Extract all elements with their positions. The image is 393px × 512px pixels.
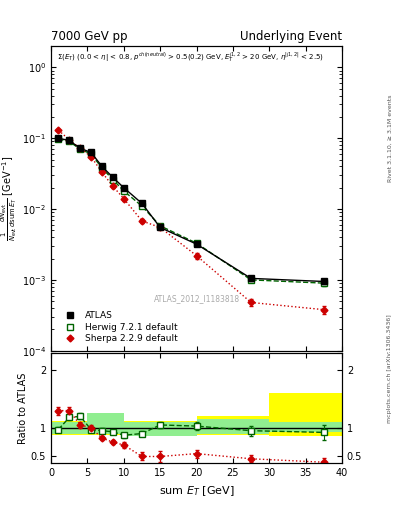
Text: Rivet 3.1.10, ≥ 3.1M events: Rivet 3.1.10, ≥ 3.1M events	[387, 95, 392, 182]
ATLAS	[100, 163, 105, 169]
Text: 7000 GeV pp: 7000 GeV pp	[51, 30, 128, 43]
Herwig 7.2.1 default	[121, 188, 126, 194]
Sherpa 2.2.9 default	[100, 169, 105, 176]
Sherpa 2.2.9 default	[110, 183, 115, 189]
Bar	[124, 422, 196, 436]
Herwig 7.2.1 default	[321, 280, 326, 286]
Text: Underlying Event: Underlying Event	[240, 30, 342, 43]
Sherpa 2.2.9 default	[321, 307, 326, 313]
Line: Herwig 7.2.1 default: Herwig 7.2.1 default	[55, 136, 327, 286]
Bar	[196, 419, 269, 434]
Sherpa 2.2.9 default	[158, 224, 163, 230]
Herwig 7.2.1 default	[140, 203, 144, 209]
Sherpa 2.2.9 default	[249, 300, 253, 306]
Herwig 7.2.1 default	[78, 146, 83, 152]
ATLAS	[56, 135, 61, 141]
Line: ATLAS: ATLAS	[55, 135, 327, 285]
Sherpa 2.2.9 default	[89, 154, 94, 160]
Bar	[124, 421, 196, 435]
Bar	[269, 393, 342, 436]
ATLAS	[140, 200, 144, 206]
Text: ATLAS_2012_I1183818: ATLAS_2012_I1183818	[153, 294, 240, 304]
ATLAS	[321, 279, 326, 285]
Herwig 7.2.1 default	[249, 277, 253, 283]
Line: Sherpa 2.2.9 default: Sherpa 2.2.9 default	[56, 127, 326, 312]
ATLAS	[110, 174, 115, 180]
Legend: ATLAS, Herwig 7.2.1 default, Sherpa 2.2.9 default: ATLAS, Herwig 7.2.1 default, Sherpa 2.2.…	[55, 308, 181, 346]
ATLAS	[78, 145, 83, 152]
Herwig 7.2.1 default	[56, 136, 61, 142]
ATLAS	[194, 241, 199, 247]
Sherpa 2.2.9 default	[67, 137, 72, 143]
Herwig 7.2.1 default	[89, 151, 94, 157]
Herwig 7.2.1 default	[110, 177, 115, 183]
Sherpa 2.2.9 default	[78, 145, 83, 152]
Sherpa 2.2.9 default	[121, 196, 126, 202]
Text: mcplots.cern.ch [arXiv:1306.3436]: mcplots.cern.ch [arXiv:1306.3436]	[387, 314, 392, 423]
ATLAS	[158, 224, 163, 230]
Herwig 7.2.1 default	[158, 223, 163, 229]
ATLAS	[121, 185, 126, 191]
Bar	[88, 421, 124, 435]
Bar	[51, 422, 88, 434]
Sherpa 2.2.9 default	[194, 252, 199, 259]
Herwig 7.2.1 default	[194, 240, 199, 246]
ATLAS	[89, 150, 94, 156]
Sherpa 2.2.9 default	[140, 218, 144, 224]
Herwig 7.2.1 default	[67, 138, 72, 144]
Y-axis label: $\frac{1}{N_{\rm evt}}\frac{dN_{\rm evt}}{d{\rm sum}\,E_T}$ [GeV$^{-1}$]: $\frac{1}{N_{\rm evt}}\frac{dN_{\rm evt}…	[0, 156, 19, 241]
Bar	[196, 416, 269, 435]
Bar	[88, 414, 124, 434]
ATLAS	[67, 137, 72, 143]
Sherpa 2.2.9 default	[56, 127, 61, 133]
Bar	[269, 422, 342, 433]
X-axis label: sum $E_T$ [GeV]: sum $E_T$ [GeV]	[159, 484, 234, 498]
Bar	[51, 421, 88, 435]
Y-axis label: Ratio to ATLAS: Ratio to ATLAS	[18, 373, 28, 444]
ATLAS	[249, 275, 253, 282]
Text: $\Sigma(E_T)$ (0.0 < $\eta$| < 0.8, $p^{ch(neutral)}$ > 0.5(0.2) GeV, $E_T^{j1,2: $\Sigma(E_T)$ (0.0 < $\eta$| < 0.8, $p^{…	[57, 51, 324, 64]
Herwig 7.2.1 default	[100, 165, 105, 171]
